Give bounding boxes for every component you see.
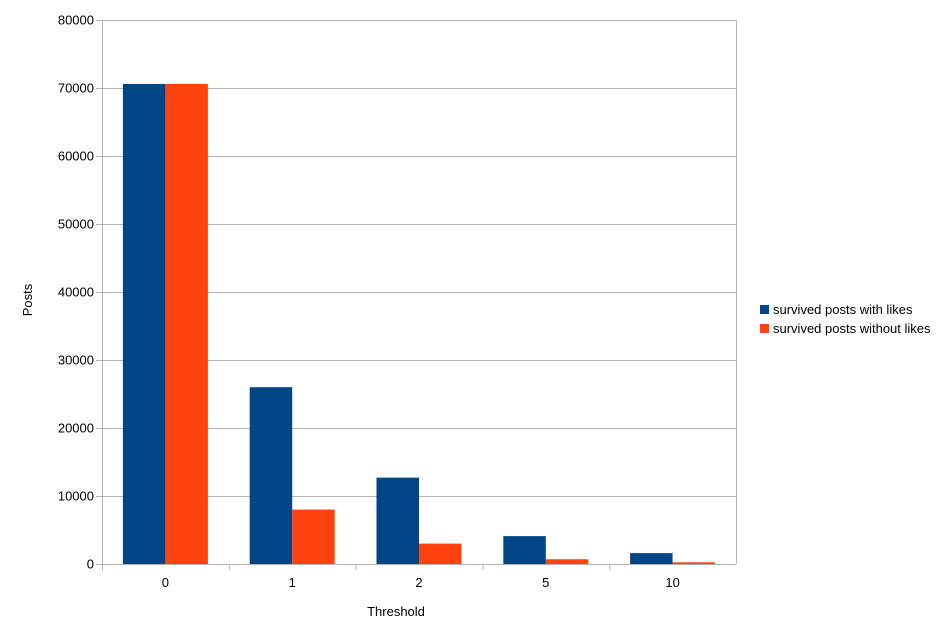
y-axis-title: Posts	[20, 283, 35, 316]
bar-with-likes-0	[122, 83, 166, 565]
legend: survived posts with likes survived posts…	[760, 302, 931, 336]
bar-with-likes-1	[249, 387, 293, 564]
legend-label-with-likes: survived posts with likes	[773, 302, 913, 317]
y-tick-label-20000: 20000	[58, 421, 94, 436]
legend-swatch-with-likes	[760, 305, 769, 314]
bar-with-likes-10	[630, 553, 673, 564]
y-tick-label-10000: 10000	[58, 489, 94, 504]
bar-without-likes-5	[545, 559, 589, 564]
bars	[122, 83, 716, 565]
bar-without-likes-1	[292, 509, 335, 564]
bar-with-likes-2	[376, 477, 419, 564]
bar-without-likes-0	[165, 83, 208, 565]
x-tick-label-5: 5	[542, 575, 549, 590]
y-tick-label-50000: 50000	[58, 217, 94, 232]
y-tick-labels: 0 10000 20000 30000 40000 50000 60000 70000 8000…	[58, 13, 94, 572]
bar-without-likes-2	[419, 543, 462, 564]
y-tick-label-0: 0	[87, 557, 94, 572]
y-tick-label-70000: 70000	[58, 81, 94, 96]
x-tick-label-1: 1	[289, 575, 296, 590]
legend-swatch-without-likes	[760, 324, 769, 333]
bar-without-likes-10	[672, 562, 716, 564]
y-tick-label-30000: 30000	[58, 353, 94, 368]
axes	[102, 20, 737, 570]
bar-with-likes-5	[503, 536, 546, 564]
x-axis-title: Threshold	[367, 604, 425, 619]
x-tick-labels: 0 1 2 5 10	[162, 575, 680, 590]
y-tick-label-80000: 80000	[58, 13, 94, 28]
y-tick-label-60000: 60000	[58, 149, 94, 164]
x-tick-label-0: 0	[162, 575, 169, 590]
x-tick-label-10: 10	[665, 575, 679, 590]
y-tick-label-40000: 40000	[58, 285, 94, 300]
legend-label-without-likes: survived posts without likes	[773, 321, 931, 336]
x-tick-label-2: 2	[415, 575, 422, 590]
